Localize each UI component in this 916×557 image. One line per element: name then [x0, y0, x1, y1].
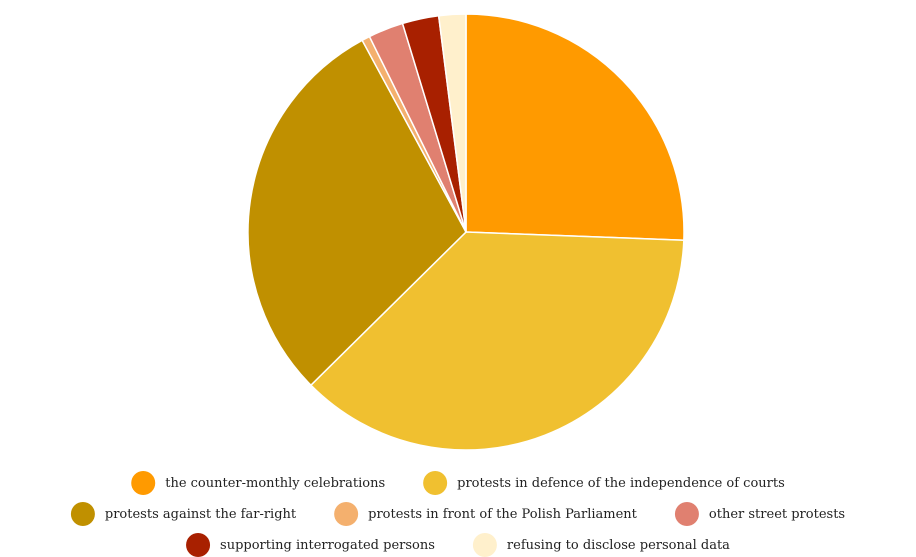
legend-item-1: the counter-monthly celebrations [131, 471, 385, 495]
legend-item-2: protests in defence of the independence … [423, 471, 785, 495]
legend-label-2: protests in defence of the independence … [457, 476, 785, 491]
legend-marker-6 [186, 533, 211, 557]
legend: the counter-monthly celebrations protests… [70, 471, 845, 557]
legend-marker-5 [674, 502, 699, 526]
legend-marker-7 [472, 533, 497, 557]
pie-slice-2 [309, 231, 685, 451]
pie-slice-7 [437, 13, 467, 233]
legend-item-3: protests against the far-right [70, 502, 297, 526]
legend-item-7: refusing to disclose personal data [472, 533, 730, 557]
legend-item-6: supporting interrogated persons [186, 533, 435, 557]
legend-label-3: protests against the far-right [105, 507, 297, 522]
legend-label-4: protests in front of the Polish Parliame… [368, 507, 638, 522]
legend-label-6: supporting interrogated persons [220, 538, 435, 553]
legend-label-7: refusing to disclose personal data [507, 538, 730, 553]
legend-marker-3 [70, 502, 95, 526]
pie-slices [247, 13, 685, 451]
pie-slice-3 [247, 39, 467, 387]
legend-marker-2 [423, 471, 448, 495]
legend-marker-4 [334, 502, 359, 526]
legend-label-5: other street protests [709, 507, 845, 522]
legend-label-1: the counter-monthly celebrations [165, 476, 385, 491]
legend-item-5: other street protests [674, 502, 845, 526]
legend-marker-1 [131, 471, 156, 495]
legend-item-4: protests in front of the Polish Parliame… [334, 502, 638, 526]
pie-slice-1 [465, 13, 685, 241]
